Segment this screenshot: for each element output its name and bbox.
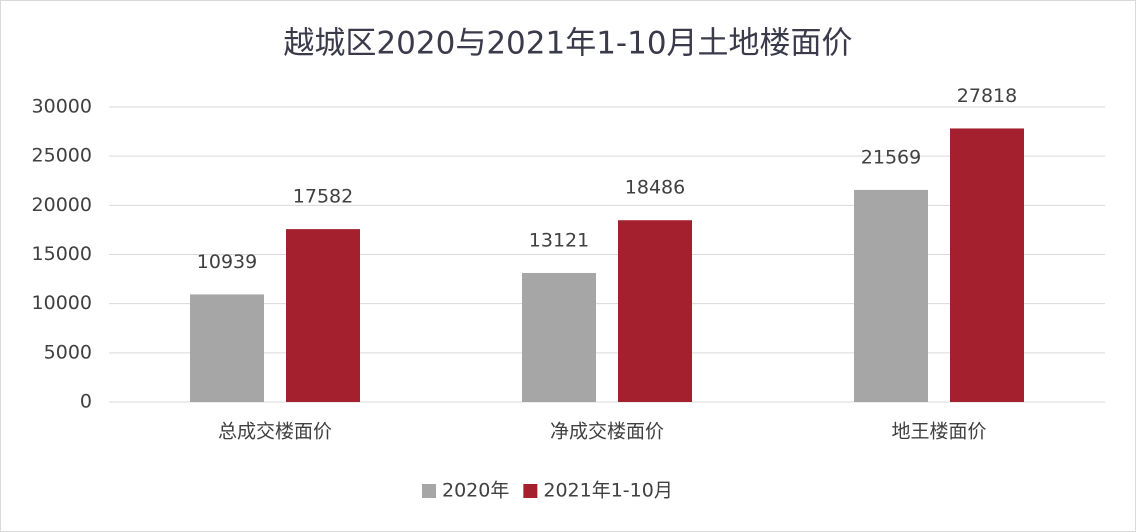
bar [190,294,264,402]
chart-title: 越城区2020与2021年1-10月土地楼面价 [283,26,852,62]
legend-label: 2020年 [442,480,509,502]
bar [618,220,692,402]
legend-swatch [422,484,436,498]
y-tick-label: 0 [80,391,92,413]
bar [950,128,1024,402]
x-tick-label: 总成交楼面价 [218,421,332,443]
legend-label: 2021年1-10月 [543,480,672,502]
data-label: 18486 [625,177,685,199]
y-tick-label: 20000 [32,194,92,216]
data-label: 27818 [957,85,1017,107]
y-tick-label: 15000 [32,243,92,265]
y-tick-label: 30000 [32,96,92,118]
bar [854,189,928,402]
bar [522,272,596,402]
x-tick-label: 地王楼面价 [891,421,986,443]
data-label: 10939 [197,251,257,273]
legend-swatch [523,484,538,498]
y-tick-label: 5000 [44,341,92,363]
data-label: 21569 [861,146,921,168]
y-tick-label: 10000 [32,292,92,314]
data-label: 17582 [293,186,353,208]
data-label: 13121 [529,229,589,251]
x-tick-label: 净成交楼面价 [550,421,664,443]
bar [286,229,360,402]
y-tick-label: 25000 [32,145,92,167]
